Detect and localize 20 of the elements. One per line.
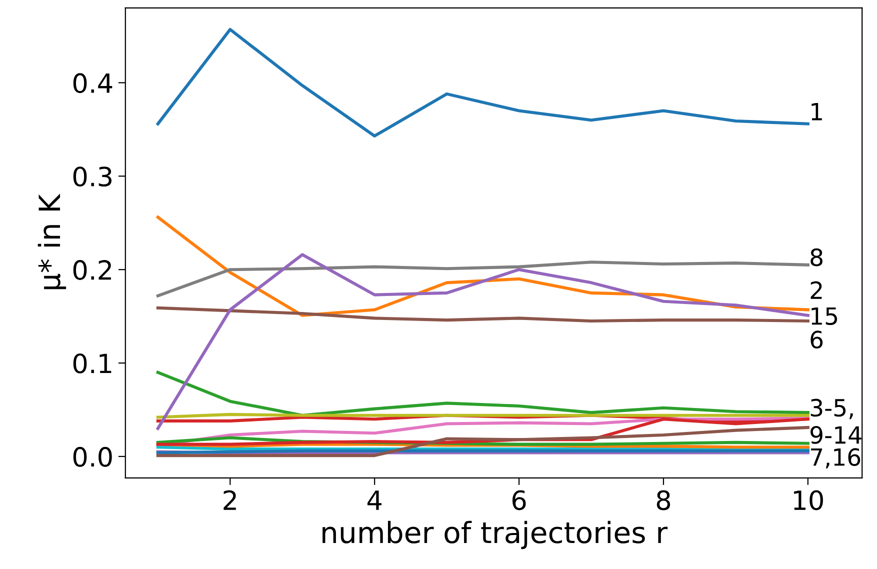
y-axis-title: μ* in K bbox=[38, 194, 66, 290]
annotation: 6 bbox=[810, 330, 823, 349]
x-tick-label: 4 bbox=[367, 490, 382, 510]
annotation: 7,16 bbox=[810, 448, 860, 468]
y-tick-label: 0.1 bbox=[73, 353, 112, 374]
annotation: 9-14 bbox=[810, 426, 862, 444]
y-tick-label: 0.4 bbox=[73, 73, 112, 94]
y-tick-label: 0.0 bbox=[73, 446, 112, 467]
annotation: 15 bbox=[812, 307, 838, 326]
y-tick-label: 0.3 bbox=[73, 166, 112, 187]
x-tick-label: 2 bbox=[224, 490, 236, 510]
annotation: 2 bbox=[810, 281, 822, 299]
annotation: 8 bbox=[810, 248, 822, 266]
annotation: 1 bbox=[812, 103, 822, 120]
x-tick-label: 8 bbox=[656, 490, 670, 510]
y-tick-label: 0.2 bbox=[73, 260, 111, 280]
annotation: 3-5, bbox=[810, 398, 853, 420]
x-tick-label: 6 bbox=[512, 490, 526, 510]
x-tick-label: 10 bbox=[794, 490, 823, 510]
x-axis-title: number of trajectories r bbox=[322, 520, 668, 550]
